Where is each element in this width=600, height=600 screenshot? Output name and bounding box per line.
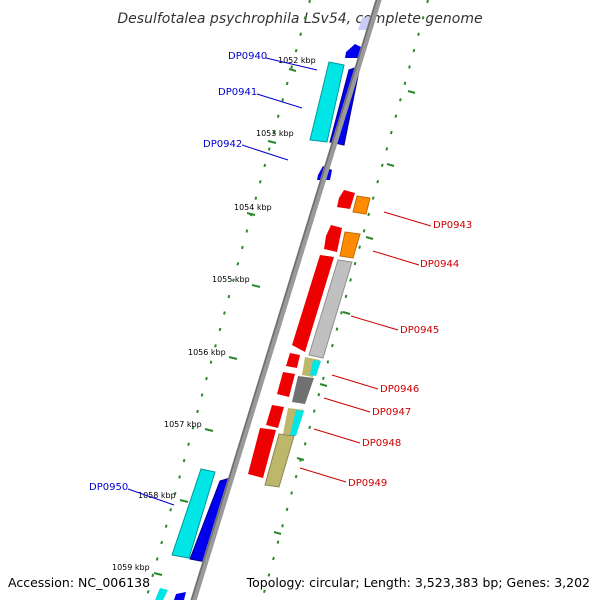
gene-arrow-dp0940 — [345, 44, 363, 58]
gene-grey-dp0945 — [308, 259, 353, 359]
major-tick — [273, 531, 282, 535]
forward-gene-labels: DP0940 DP0941 DP0942 DP0950 — [89, 51, 318, 506]
major-tick — [228, 356, 238, 360]
tick-label: 1057 kbp — [164, 420, 202, 429]
gene-orange-dp0943 — [352, 195, 371, 215]
tick-label: 1056 kbp — [188, 348, 226, 357]
gene-cyan-dp0941 — [309, 61, 345, 143]
backbone — [190, 0, 382, 600]
leader-line — [372, 250, 420, 266]
tick-label: 1053 kbp — [256, 129, 294, 138]
major-tick — [179, 499, 189, 503]
backbone-line — [190, 0, 382, 600]
major-tick — [251, 284, 261, 288]
leader-line — [331, 374, 379, 390]
gene-red-dp0943 — [337, 190, 355, 209]
gene-label-dp0950: DP0950 — [89, 482, 128, 493]
map-title: Desulfotalea psychrophila LSv54, complet… — [117, 11, 482, 27]
tick-label: 1054 kbp — [234, 203, 272, 212]
gene-orange-dp0944 — [339, 231, 361, 259]
gene-blue-fragment — [174, 592, 186, 600]
leader-line — [323, 397, 371, 413]
leader-line — [256, 93, 303, 109]
tick-label: 1058 kbp — [138, 491, 176, 500]
tick-label: 1055 kbp — [212, 275, 250, 284]
gene-cyan-dp0948 — [290, 410, 304, 436]
gene-cyan-dp0950 — [171, 468, 216, 559]
major-tick — [204, 428, 214, 432]
major-tick — [407, 90, 416, 94]
leader-line — [265, 57, 318, 71]
leader-line — [127, 488, 175, 506]
topology-text: Topology: circular; Length: 3,523,383 bp… — [246, 575, 590, 590]
reverse-genes — [248, 190, 371, 488]
major-tick — [319, 383, 328, 387]
leader-line — [350, 315, 399, 331]
gene-label-dp0944: DP0944 — [420, 259, 459, 270]
gene-label-dp0940: DP0940 — [228, 51, 267, 62]
leader-line — [313, 428, 361, 444]
gene-khaki-dp0949 — [264, 433, 295, 488]
gene-darkgrey-dp0947 — [292, 376, 314, 404]
major-tick — [386, 163, 395, 167]
gene-label-dp0947: DP0947 — [372, 407, 411, 418]
major-tick — [246, 212, 256, 216]
leader-line — [299, 467, 347, 483]
gene-red-dp0946 — [286, 353, 300, 368]
gene-red-dp0949 — [248, 428, 276, 478]
gene-label-dp0946: DP0946 — [380, 384, 419, 395]
gene-cyan-dp0946 — [310, 360, 321, 376]
tick-label: 1052 kbp — [278, 56, 316, 65]
reverse-gene-labels: DP0943 DP0944 DP0945 DP0946 DP0947 DP094… — [299, 211, 472, 489]
tick-tracks — [145, 0, 429, 600]
major-ticks-left — [153, 68, 297, 576]
major-tick — [296, 457, 305, 461]
gene-cyan-fragment — [155, 588, 168, 600]
major-tick — [267, 140, 277, 144]
major-tick — [288, 68, 297, 72]
major-tick — [365, 236, 374, 240]
major-tick — [342, 311, 351, 315]
gene-label-dp0949: DP0949 — [348, 478, 387, 489]
leader-line — [383, 211, 432, 227]
tick-labels: 1052 kbp 1053 kbp 1054 kbp 1055 kbp 1056… — [112, 56, 316, 572]
tick-label: 1059 kbp — [112, 563, 150, 572]
major-tick — [153, 572, 163, 576]
gene-label-dp0945: DP0945 — [400, 325, 439, 336]
gene-label-dp0941: DP0941 — [218, 87, 257, 98]
tick-track-right — [261, 0, 429, 600]
gene-label-dp0942: DP0942 — [203, 139, 242, 150]
gene-label-dp0943: DP0943 — [433, 220, 472, 231]
gene-red-dp0944 — [324, 225, 342, 252]
gene-label-dp0948: DP0948 — [362, 438, 401, 449]
backbone-edge — [190, 0, 378, 600]
gene-red-dp0948 — [266, 405, 284, 428]
tick-track-left — [145, 0, 311, 600]
major-ticks-right — [273, 90, 416, 535]
gene-red-dp0945 — [292, 255, 334, 352]
gene-red-dp0947 — [277, 372, 295, 397]
leader-line — [241, 144, 289, 161]
accession-text: Accession: NC_006138 — [8, 575, 150, 590]
